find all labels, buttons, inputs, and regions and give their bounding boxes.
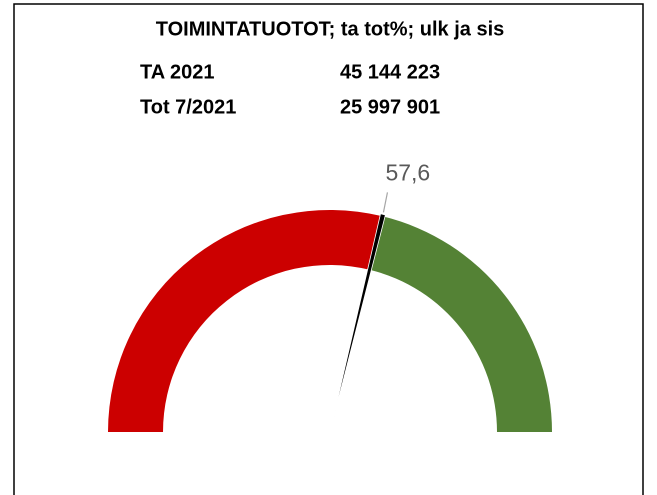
label-leader: [382, 192, 389, 213]
value-label: 57,6: [385, 159, 430, 185]
info-value: 45 144 223: [340, 61, 440, 83]
gauge-rest: [369, 216, 552, 432]
gauge-fill: [108, 209, 383, 432]
gauge-needle: [329, 213, 386, 433]
info-label: Tot 7/2021: [140, 96, 236, 118]
chart-title: TOIMINTATUOTOT; ta tot%; ulk ja sis: [156, 18, 505, 40]
info-value: 25 997 901: [340, 96, 440, 118]
info-label: TA 2021: [140, 61, 214, 83]
